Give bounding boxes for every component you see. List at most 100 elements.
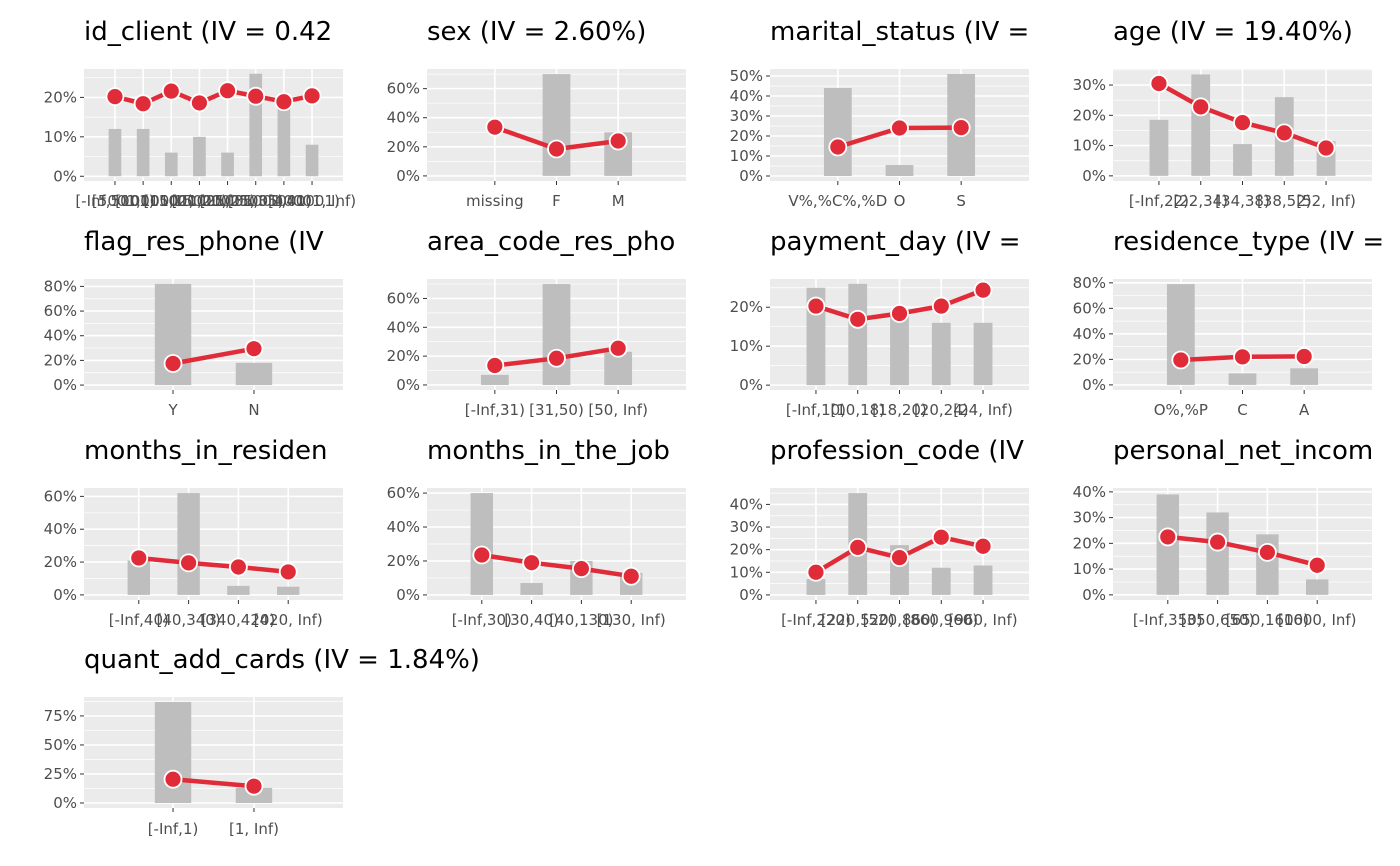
plot-background xyxy=(84,697,343,808)
rate-point xyxy=(547,348,566,368)
panel-10: profession_code (IV 0% 10% 20% 30% 40% [-Inf,2… xyxy=(730,436,1029,629)
y-tick-label: 20% xyxy=(387,552,420,570)
x-tick-label: [34,38) xyxy=(1215,192,1270,210)
rate-point xyxy=(485,117,505,137)
y-tick-label: 75% xyxy=(44,707,77,725)
y-tick-label: 30% xyxy=(730,518,763,536)
rate-point xyxy=(522,553,541,573)
x-tick-label: [-Inf,1) xyxy=(148,820,199,838)
rate-point xyxy=(890,304,909,323)
rate-point xyxy=(1294,347,1314,366)
rate-point xyxy=(1171,350,1191,370)
x-tick-label: [18,20) xyxy=(872,401,927,419)
panel-title: age (IV = 19.40%) xyxy=(1113,17,1353,47)
rate-point xyxy=(973,536,993,556)
rate-point xyxy=(608,131,628,151)
x-tick-label: [50, Inf) xyxy=(588,401,648,419)
rate-point xyxy=(278,562,298,582)
rate-line xyxy=(138,555,289,575)
x-tick-label: N xyxy=(248,401,259,419)
rate-point xyxy=(848,309,868,329)
y-tick-label: 20% xyxy=(730,298,763,316)
y-tick-label: 40% xyxy=(44,520,77,538)
bar xyxy=(823,88,852,176)
bar xyxy=(108,128,122,177)
plot-background xyxy=(84,279,343,390)
panel-2: marital_status (IV = 0% 10% 20% 30% 40% 50% V%,… xyxy=(730,17,1030,210)
x-tick-label: [40001, Inf) xyxy=(268,192,356,210)
panel-title: months_in_residen xyxy=(84,436,328,466)
bar xyxy=(973,565,993,595)
x-tick-label: [30,40) xyxy=(504,611,559,629)
bar xyxy=(542,284,571,385)
rate-point xyxy=(161,81,181,101)
x-tick-label: [15001,20001) xyxy=(143,192,255,210)
x-tick-label: [130, Inf) xyxy=(597,611,666,629)
rate-line xyxy=(172,346,255,366)
bar xyxy=(542,74,571,176)
panel-3: age (IV = 19.40%) 0% 10% 20% 30% [-Inf,22)[22… xyxy=(1073,17,1372,210)
y-tick-label: 0% xyxy=(53,586,77,604)
y-tick-label: 50% xyxy=(44,736,77,754)
panel-title: sex (IV = 2.60%) xyxy=(427,17,646,47)
y-tick-label: 0% xyxy=(1082,167,1106,185)
rate-point xyxy=(973,280,993,300)
y-tick-label: 60% xyxy=(1073,299,1106,317)
x-tick-label: [10001,15001) xyxy=(115,192,227,210)
bar xyxy=(806,579,826,595)
y-tick-label: 10% xyxy=(730,563,763,581)
rate-point xyxy=(621,566,641,586)
y-tick-label: 0% xyxy=(396,586,420,604)
rate-point xyxy=(547,139,566,159)
y-tick-label: 20% xyxy=(387,347,420,365)
rate-point xyxy=(1233,347,1252,367)
bar xyxy=(848,283,868,386)
x-tick-label: [420, Inf) xyxy=(254,611,323,629)
panel-4: flag_res_phone (IV 0% 20% 40% 60% 80% Y N xyxy=(44,227,343,419)
rate-point xyxy=(1316,138,1336,158)
y-tick-label: 60% xyxy=(387,484,420,502)
rate-point xyxy=(931,527,951,547)
bar xyxy=(1306,579,1329,595)
x-tick-label: [22,34) xyxy=(1173,192,1228,210)
rate-point xyxy=(608,338,628,358)
x-tick-label: [5001,10001) xyxy=(92,192,194,210)
y-tick-label: 20% xyxy=(44,351,77,369)
rate-point xyxy=(274,92,294,112)
rate-point xyxy=(129,548,149,568)
y-tick-label: 10% xyxy=(730,147,763,165)
y-tick-label: 60% xyxy=(387,289,420,307)
rate-point xyxy=(1191,97,1211,117)
y-tick-label: 40% xyxy=(730,87,763,105)
x-tick-label: O%,%P xyxy=(1154,401,1208,419)
y-tick-label: 50% xyxy=(730,67,763,85)
y-tick-label: 20% xyxy=(1073,534,1106,552)
panel-12: quant_add_cards (IV = 1.84%) 0% 25% 50% 75% [… xyxy=(44,645,480,838)
x-tick-label: [1600, Inf) xyxy=(1278,611,1357,629)
y-tick-label: 40% xyxy=(730,495,763,513)
x-tick-label: [650,1600) xyxy=(1226,611,1309,629)
panel-6: payment_day (IV = 0% 10% 20% [-Inf,10)[10,18… xyxy=(730,227,1029,419)
panel-1: sex (IV = 2.60%) 0% 20% 40% 60% missing F M xyxy=(387,17,686,210)
plot-background xyxy=(84,488,343,600)
panel-8: months_in_residen 0% 20% 40% 60% [-Inf,40)[40… xyxy=(44,436,343,629)
y-tick-label: 0% xyxy=(396,376,420,394)
bar xyxy=(127,560,150,595)
x-tick-label: [40,340) xyxy=(156,611,220,629)
y-tick-label: 10% xyxy=(730,337,763,355)
y-tick-label: 40% xyxy=(1073,483,1106,501)
bar xyxy=(890,315,909,386)
bar xyxy=(177,493,200,595)
x-tick-label: [52, Inf) xyxy=(1296,192,1356,210)
x-tick-label: M xyxy=(612,192,625,210)
y-tick-label: 20% xyxy=(1073,350,1106,368)
x-tick-label: A xyxy=(1299,401,1310,419)
rate-point xyxy=(806,296,826,316)
bar xyxy=(1166,284,1195,385)
x-tick-label: [24, Inf) xyxy=(953,401,1013,419)
y-tick-label: 0% xyxy=(53,376,77,394)
panel-0: id_client (IV = 0.420%10%20%[-Inf,5001)[… xyxy=(44,17,356,210)
x-tick-label: F xyxy=(552,192,561,210)
rate-point xyxy=(485,356,505,375)
